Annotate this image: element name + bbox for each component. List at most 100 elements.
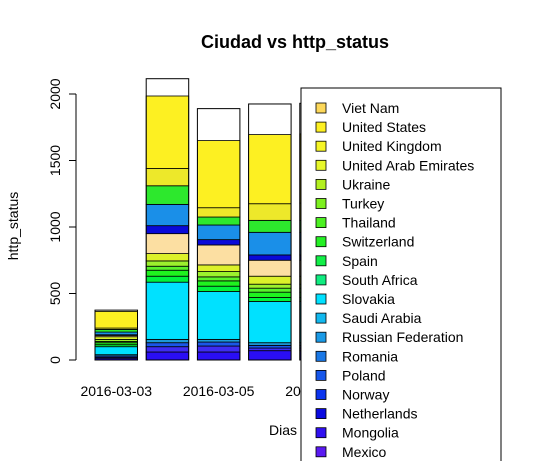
legend-swatch (315, 408, 327, 420)
legend-label: Norway (342, 387, 389, 403)
bar-segment (248, 301, 292, 344)
bar-segment (145, 342, 190, 348)
bar-segment (196, 285, 241, 292)
legend-label: Poland (342, 367, 386, 383)
legend-swatch (315, 293, 327, 305)
bar-segment (94, 346, 138, 356)
legend-label: Switzerland (342, 234, 414, 250)
legend-label: United Kingdom (342, 138, 442, 154)
bar-segment (196, 345, 241, 353)
legend-label: Mongolia (342, 425, 399, 441)
y-tick-label: 2000 (47, 78, 63, 109)
legend: Viet Nam United States United Kingdom Unite… (300, 87, 502, 461)
bar-segment (248, 291, 292, 298)
bar-segment (196, 291, 241, 340)
legend-label: United Arab Emirates (342, 157, 474, 173)
legend-label: Turkey (342, 196, 384, 212)
legend-swatch (315, 446, 327, 458)
bar-segment (145, 346, 190, 353)
legend-swatch (315, 312, 327, 324)
bar-segment (196, 224, 241, 241)
bar-segment (145, 260, 190, 267)
bar-segment (248, 203, 292, 221)
legend-swatch (315, 389, 327, 400)
legend-label: Netherlands (342, 406, 418, 422)
legend-label: Viet Nam (342, 100, 399, 116)
bar-segment (145, 253, 190, 262)
y-tick-label: 1500 (47, 145, 63, 176)
bar-segment (248, 283, 292, 289)
legend-swatch (315, 217, 327, 229)
legend-label: Slovakia (342, 291, 395, 307)
bar-segment (145, 281, 190, 340)
legend-swatch (315, 236, 327, 248)
legend-swatch (315, 140, 327, 152)
bar-segment (196, 280, 241, 287)
bar-segment (248, 254, 292, 261)
legend-label: South Africa (342, 272, 418, 288)
y-axis: 0 500 1000 1500 2000 (47, 78, 77, 364)
bar-segment (196, 207, 241, 218)
legend-label: Russian Federation (342, 329, 463, 345)
bar-segment (145, 351, 190, 361)
bar-segment (248, 287, 292, 293)
bar-outline (248, 103, 292, 361)
bar-segment (248, 134, 292, 205)
bar-segment (196, 140, 241, 209)
y-tick-label: 500 (47, 282, 63, 306)
bar-segment (94, 311, 138, 329)
bar-segment (145, 168, 190, 187)
y-tick-label: 1000 (47, 211, 63, 242)
legend-swatch (315, 274, 327, 286)
bar-segment (248, 231, 292, 256)
legend-label: United States (342, 119, 426, 135)
bar-segment (196, 239, 241, 246)
legend-label: Spain (342, 253, 378, 269)
bar-segment (145, 95, 190, 169)
legend-swatch (315, 331, 327, 343)
bar-segment (248, 297, 292, 302)
bar-segment (196, 276, 241, 282)
bar-segment (248, 350, 292, 361)
legend-swatch (315, 255, 327, 267)
bar-segment (196, 244, 241, 266)
x-tick-label: 2016-03-05 (183, 383, 255, 399)
bar-segment (196, 264, 241, 272)
y-axis-label: http_status (5, 192, 21, 261)
bar-segment (145, 185, 190, 205)
legend-swatch (315, 178, 327, 190)
legend-swatch (315, 369, 327, 381)
legend-label: Ukraine (342, 176, 390, 192)
bar-outline (145, 78, 190, 361)
bar-segment (145, 338, 190, 344)
bar-segment (145, 275, 190, 283)
bar-segment (145, 225, 190, 235)
legend-label: Thailand (342, 215, 396, 231)
legend-box (300, 87, 502, 461)
bar-segment (145, 233, 190, 254)
legend-swatch (315, 198, 327, 209)
legend-label: Saudi Arabia (342, 310, 422, 326)
bar-segment (196, 341, 241, 347)
chart-title: Ciudad vs http_status (201, 32, 389, 52)
bar-segment (145, 203, 190, 227)
bar-segment (196, 351, 241, 361)
bar-segment (196, 216, 241, 226)
bar-outline (94, 309, 138, 361)
legend-label: Mexico (342, 444, 387, 460)
legend-swatch (315, 159, 327, 171)
bar-outline (196, 108, 241, 361)
bar-segment (145, 269, 190, 277)
bar-segment (196, 271, 241, 278)
legend-swatch (315, 350, 327, 362)
bar-segment (248, 219, 292, 233)
y-tick-label: 0 (47, 356, 63, 364)
bar-segment (248, 275, 292, 285)
x-tick-label: 2016-03-03 (80, 383, 152, 399)
bar-segment (145, 265, 190, 271)
legend-swatch (315, 102, 327, 114)
legend-label: Romania (342, 348, 398, 364)
legend-swatch (315, 427, 327, 439)
x-axis-label: Dias (269, 422, 297, 438)
